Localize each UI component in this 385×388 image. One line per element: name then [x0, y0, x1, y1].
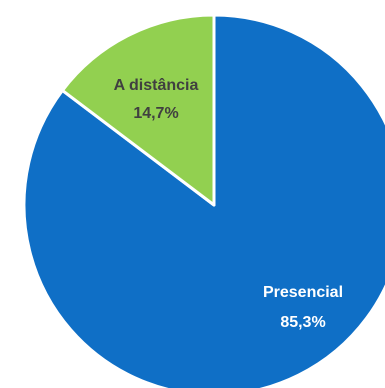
slice-value-label: 14,7% — [133, 105, 178, 122]
slice-label: A distância — [114, 77, 199, 94]
slice-value-label: 85,3% — [280, 314, 325, 331]
pie-labels: Presencial 85,3% A distância 14,7% — [114, 77, 343, 331]
pie-slice-presencial — [22, 13, 385, 388]
pie-slices — [22, 13, 385, 388]
pie-slice-a-distancia — [60, 13, 216, 207]
slice-label: Presencial — [263, 284, 343, 301]
